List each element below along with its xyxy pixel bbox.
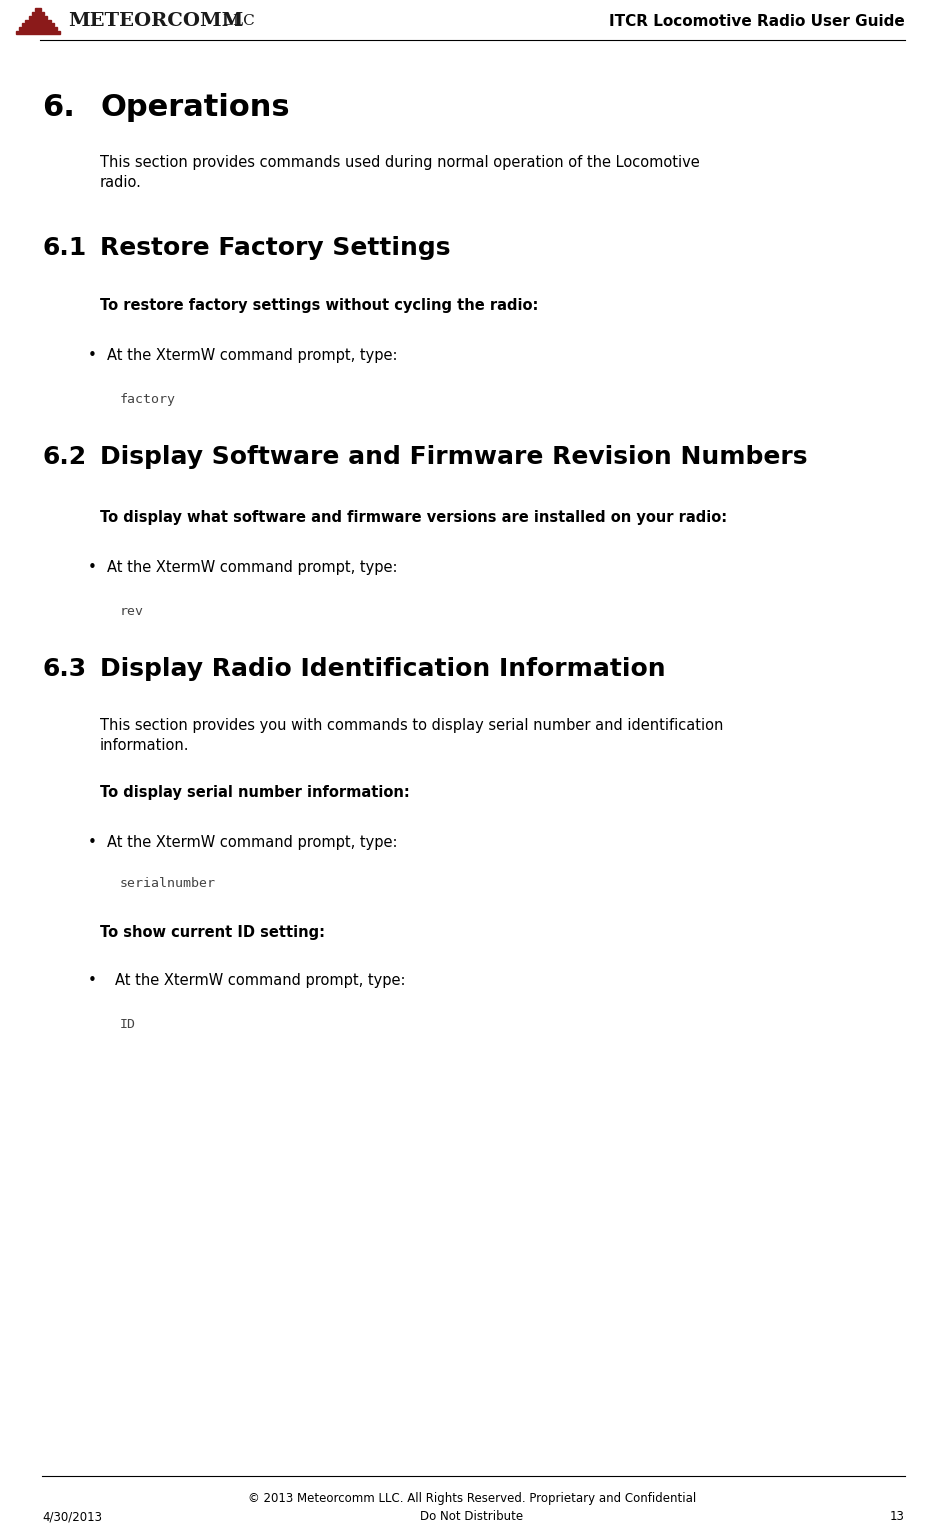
Text: serialnumber: serialnumber bbox=[120, 877, 216, 890]
Text: ITCR Locomotive Radio User Guide: ITCR Locomotive Radio User Guide bbox=[609, 14, 905, 29]
Text: 6.3: 6.3 bbox=[42, 656, 86, 681]
Text: At the XtermW command prompt, type:: At the XtermW command prompt, type: bbox=[107, 347, 397, 363]
Text: METEORCOMM: METEORCOMM bbox=[68, 12, 244, 31]
Bar bbox=[19, 28, 57, 29]
Text: This section provides you with commands to display serial number and identificat: This section provides you with commands … bbox=[100, 718, 723, 733]
Text: Display Radio Identification Information: Display Radio Identification Information bbox=[100, 656, 666, 681]
Text: At the XtermW command prompt, type:: At the XtermW command prompt, type: bbox=[107, 560, 397, 575]
Bar bbox=[25, 20, 51, 23]
Bar bbox=[32, 12, 44, 15]
Bar bbox=[35, 9, 42, 11]
Text: © 2013 Meteorcomm LLC. All Rights Reserved. Proprietary and Confidential: © 2013 Meteorcomm LLC. All Rights Reserv… bbox=[248, 1492, 696, 1506]
Bar bbox=[28, 15, 47, 18]
Text: 13: 13 bbox=[890, 1510, 905, 1522]
Text: To display what software and firmware versions are installed on your radio:: To display what software and firmware ve… bbox=[100, 509, 727, 525]
Text: To restore factory settings without cycling the radio:: To restore factory settings without cycl… bbox=[100, 298, 538, 314]
Text: ID: ID bbox=[120, 1017, 136, 1031]
Text: •: • bbox=[88, 560, 97, 575]
Text: To show current ID setting:: To show current ID setting: bbox=[100, 926, 325, 939]
Text: Do Not Distribute: Do Not Distribute bbox=[420, 1510, 524, 1522]
Text: information.: information. bbox=[100, 737, 190, 753]
Text: At the XtermW command prompt, type:: At the XtermW command prompt, type: bbox=[115, 973, 406, 988]
Text: factory: factory bbox=[120, 393, 176, 405]
Text: Display Software and Firmware Revision Numbers: Display Software and Firmware Revision N… bbox=[100, 445, 807, 470]
Text: 4/30/2013: 4/30/2013 bbox=[42, 1510, 102, 1522]
Text: Restore Factory Settings: Restore Factory Settings bbox=[100, 236, 450, 260]
Text: rev: rev bbox=[120, 604, 144, 618]
Text: LLC: LLC bbox=[218, 14, 255, 28]
Text: To display serial number information:: To display serial number information: bbox=[100, 785, 410, 800]
Text: 6.: 6. bbox=[42, 93, 75, 122]
Text: •: • bbox=[88, 835, 97, 851]
Text: At the XtermW command prompt, type:: At the XtermW command prompt, type: bbox=[107, 835, 397, 851]
Text: 6.1: 6.1 bbox=[42, 236, 86, 260]
Text: •: • bbox=[88, 973, 97, 988]
Text: radio.: radio. bbox=[100, 174, 142, 190]
Text: 6.2: 6.2 bbox=[42, 445, 86, 470]
Text: This section provides commands used during normal operation of the Locomotive: This section provides commands used duri… bbox=[100, 155, 700, 170]
Bar bbox=[16, 31, 60, 34]
Bar bbox=[23, 23, 54, 26]
Text: •: • bbox=[88, 347, 97, 363]
Text: Operations: Operations bbox=[100, 93, 290, 122]
